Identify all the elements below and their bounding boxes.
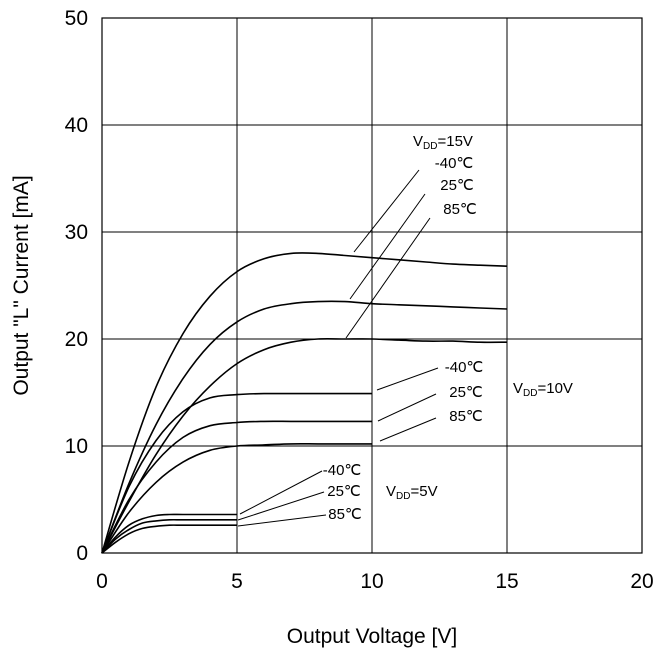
temp-label-15v-85: 85℃ [443, 201, 477, 218]
temp-label-5v-minus40: -40℃ [323, 462, 362, 479]
series-line-vdd15-0 [101, 252, 508, 554]
y-tick-label: 20 [65, 328, 88, 351]
series-line-vdd15-1 [101, 300, 508, 554]
vdd-10v-suffix: =10V [537, 380, 572, 397]
leader-line [237, 514, 327, 527]
temp-label-5v-25: 25℃ [327, 483, 361, 500]
y-tick-label: 0 [76, 542, 88, 565]
y-tick-label: 10 [65, 435, 88, 458]
vdd-15v-prefix: V [413, 133, 423, 150]
series-line-vdd10-4 [101, 420, 372, 554]
temp-label-5v-85: 85℃ [328, 506, 362, 523]
vdd-5v-sub: DD [396, 491, 410, 502]
x-tick-label: 15 [495, 570, 518, 593]
vdd-10v-prefix: V [513, 380, 523, 397]
leader-line [379, 417, 437, 442]
series-line-vdd15-2 [101, 337, 508, 554]
vdd-15v-sub: DD [423, 141, 437, 152]
series-line-vdd5-8 [101, 524, 237, 554]
temp-label-10v-85: 85℃ [449, 408, 483, 425]
grid [101, 17, 643, 554]
vdd-10v-label: VDD=10V [513, 380, 573, 399]
leader-line [353, 169, 420, 253]
tick-labels: 0 5 10 15 20 0 10 20 30 40 50 [65, 7, 653, 593]
vdd-15v-suffix: =15V [437, 133, 472, 150]
x-axis-label: Output Voltage [V] [287, 625, 457, 648]
y-axis-label: Output "L" Current [mA] [10, 175, 33, 395]
leader-line [377, 393, 437, 422]
series-line-vdd10-5 [101, 443, 372, 554]
vdd-5v-suffix: =5V [410, 483, 437, 500]
series-lines [101, 252, 508, 554]
temp-label-15v-25: 25℃ [440, 177, 474, 194]
vdd-15v-label: VDD=15V [413, 133, 473, 152]
y-tick-label: 40 [65, 114, 88, 137]
temp-label-10v-25: 25℃ [449, 384, 483, 401]
leader-line [237, 491, 325, 521]
y-tick-label: 50 [65, 7, 88, 30]
x-tick-label: 5 [231, 570, 243, 593]
x-tick-label: 20 [630, 570, 653, 593]
series-line-vdd5-7 [101, 518, 237, 554]
leader-line [345, 217, 431, 339]
temp-label-15v-minus40: -40℃ [435, 155, 474, 172]
y-tick-label: 30 [65, 221, 88, 244]
temp-label-10v-minus40: -40℃ [445, 359, 484, 376]
x-tick-label: 10 [360, 570, 383, 593]
vdd-10v-sub: DD [523, 388, 537, 399]
vdd-5v-label: VDD=5V [386, 483, 438, 502]
leader-line [376, 367, 439, 391]
leader-lines [237, 169, 439, 527]
leader-line [349, 193, 426, 300]
x-tick-label: 0 [96, 570, 108, 593]
leader-line [239, 470, 323, 515]
series-line-vdd10-3 [101, 392, 372, 554]
series-line-vdd5-6 [101, 513, 237, 554]
vdd-5v-prefix: V [386, 483, 396, 500]
